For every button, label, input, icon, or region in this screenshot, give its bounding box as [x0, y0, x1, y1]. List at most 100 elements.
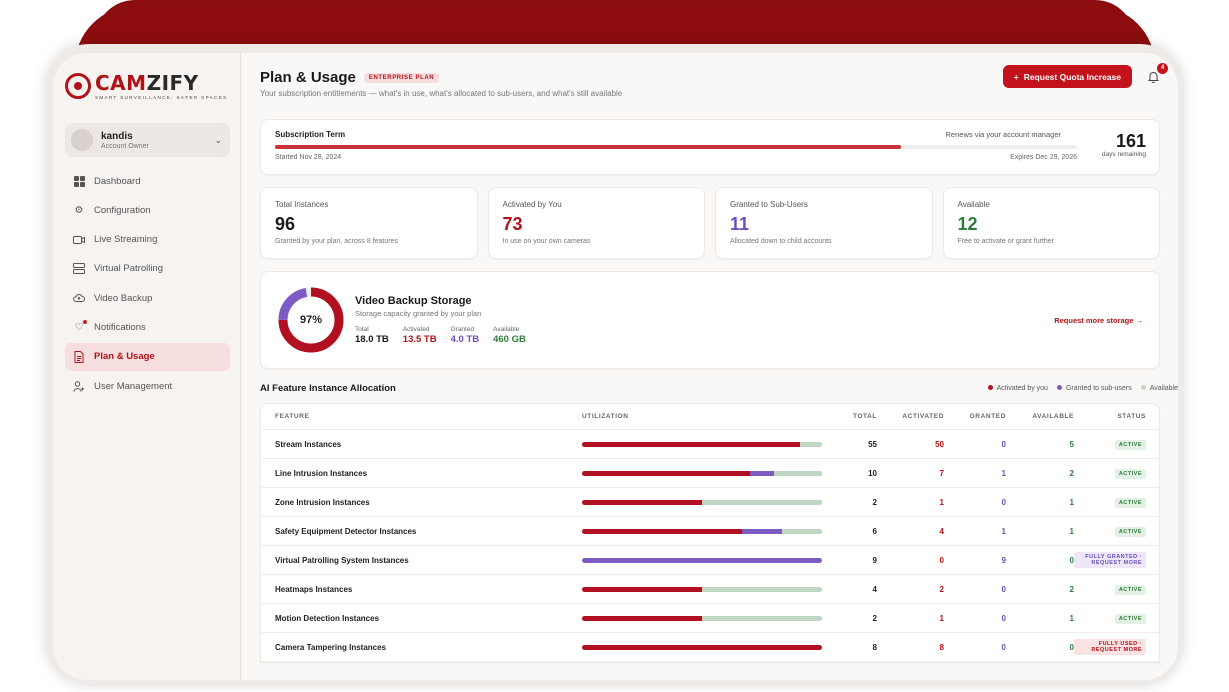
days-remaining-label: days remaining	[1101, 151, 1146, 158]
stat-label: Available	[957, 200, 990, 209]
table-row[interactable]: Motion Detection Instances 2 1 0 1 ACTIVE	[261, 604, 1159, 633]
utilization-cell	[582, 615, 822, 621]
sidebar-item-label: Plan & Usage	[94, 351, 155, 363]
utilization-granted-segment	[582, 557, 822, 563]
activated-value: 4	[939, 526, 944, 536]
sidebar-item-configuration[interactable]: ⚙ Configuration	[65, 196, 230, 224]
storage-metrics: Total 18.0 TB Activated 13.5 TB Granted …	[355, 326, 526, 345]
column-header-granted[interactable]: GRANTED	[969, 413, 1006, 420]
notifications-button[interactable]: 4	[1146, 62, 1168, 84]
status-badge: FULLY USED · REQUEST MORE	[1074, 639, 1146, 655]
total-value: 9	[872, 555, 877, 565]
granted-value: 1	[1001, 468, 1006, 478]
activated-value: 0	[939, 555, 944, 565]
storage-subtitle: Storage capacity granted by your plan	[355, 309, 482, 318]
sidebar-item-live-streaming[interactable]: Live Streaming	[65, 226, 230, 254]
allocation-title: AI Feature Instance Allocation	[260, 382, 396, 394]
device-frame: CAMZIFY SMART SURVEILLANCE, SAFER SPACES…	[47, 44, 1182, 684]
table-row[interactable]: Zone Intrusion Instances 2 1 0 1 ACTIVE	[261, 488, 1159, 517]
available-value: 2	[1069, 584, 1074, 594]
sidebar-item-notifications[interactable]: ♡ Notifications	[65, 313, 230, 341]
donut-activated-segment	[278, 287, 344, 353]
granted-value: 1	[1001, 526, 1006, 536]
column-header-activated[interactable]: ACTIVATED	[902, 413, 944, 420]
granted-value: 0	[1001, 642, 1006, 652]
utilization-bar	[582, 644, 822, 650]
stat-description: Granted by your plan, across 8 features	[275, 238, 398, 245]
table-row[interactable]: Safety Equipment Detector Instances 6 4 1 1 A…	[261, 517, 1159, 546]
allocation-header: AI Feature Instance Allocation Activated…	[260, 381, 1178, 395]
status-badge: FULLY GRANTED · REQUEST MORE	[1074, 552, 1146, 568]
feature-name: Motion Detection Instances	[275, 613, 380, 623]
brand-logo[interactable]: CAMZIFY SMART SURVEILLANCE, SAFER SPACES	[65, 69, 230, 103]
column-header-available[interactable]: AVAILABLE	[1032, 413, 1074, 420]
term-expiry-date: Expires Dec 29, 2026	[1010, 154, 1077, 161]
legend-item-activated: Activated by you	[987, 385, 1048, 392]
available-value: 0	[1069, 555, 1074, 565]
table-row[interactable]: Stream Instances 55 50 0 5 ACTIVE	[261, 430, 1159, 459]
days-remaining: 161 days remaining	[1102, 132, 1146, 158]
camera-logo-icon	[65, 73, 91, 99]
metric-value: 460 GB	[493, 334, 526, 345]
term-progress-fill	[275, 145, 901, 149]
sidebar-item-video-backup[interactable]: Video Backup	[65, 284, 230, 312]
utilization-cell	[582, 470, 822, 476]
table-row[interactable]: Virtual Patrolling System Instances 9 0 9 0 F…	[261, 546, 1159, 575]
status-badge: ACTIVE	[1114, 468, 1146, 479]
activated-value: 8	[939, 642, 944, 652]
sidebar-item-label: Notifications	[94, 321, 146, 333]
table-row[interactable]: Heatmaps Instances 4 2 0 2 ACTIVE	[261, 575, 1159, 604]
legend-item-granted: Granted to sub-users	[1056, 385, 1132, 392]
metric-label: Available	[493, 326, 520, 333]
term-progress-bar	[275, 145, 1077, 149]
column-header-status[interactable]: STATUS	[1117, 413, 1146, 420]
table-row[interactable]: Line Intrusion Instances 10 7 1 2 ACTIVE	[261, 459, 1159, 488]
status-badge: ACTIVE	[1114, 584, 1146, 595]
status-cell: ACTIVE	[1074, 497, 1146, 508]
feature-name: Stream Instances	[275, 439, 342, 449]
column-header-utilization[interactable]: UTILIZATION	[582, 413, 629, 420]
brand-name: CAMZIFY	[95, 70, 199, 95]
feature-name: Heatmaps Instances	[275, 584, 353, 594]
status-cell: ACTIVE	[1074, 439, 1146, 450]
available-value: 1	[1069, 613, 1074, 623]
available-value: 2	[1069, 468, 1074, 478]
app-window: CAMZIFY SMART SURVEILLANCE, SAFER SPACES…	[53, 53, 1178, 680]
available-value: 0	[1069, 642, 1074, 652]
column-header-feature[interactable]: FEATURE	[275, 413, 310, 420]
sidebar-item-plan-usage[interactable]: Plan & Usage	[65, 342, 230, 371]
storage-metric-total: Total 18.0 TB	[355, 326, 389, 345]
metric-label: Granted	[450, 326, 475, 333]
account-switcher[interactable]: kandis Account Owner ⌄	[65, 123, 230, 157]
stat-value: 96	[275, 214, 296, 234]
status-cell: ACTIVE	[1074, 613, 1146, 624]
utilization-bar	[582, 615, 822, 621]
status-cell: FULLY USED · REQUEST MORE	[1074, 639, 1146, 655]
sidebar-item-dashboard[interactable]: Dashboard	[65, 167, 230, 195]
server-icon	[73, 263, 85, 275]
table-header-row: FEATURE UTILIZATION TOTAL ACTIVATED GRAN…	[261, 404, 1159, 430]
bell-icon	[1147, 71, 1159, 83]
table-row[interactable]: Camera Tampering Instances 8 8 0 0 FULLY USED…	[261, 633, 1159, 662]
activated-value: 7	[939, 468, 944, 478]
metric-value: 18.0 TB	[355, 334, 389, 345]
available-value: 1	[1069, 497, 1074, 507]
feature-name: Line Intrusion Instances	[275, 468, 368, 478]
camera-icon	[73, 234, 85, 246]
stat-value: 73	[502, 214, 523, 234]
utilization-granted-segment	[750, 470, 774, 476]
request-quota-increase-button[interactable]: + Request Quota Increase	[1002, 65, 1132, 88]
request-more-storage-link[interactable]: Request more storage →	[1054, 316, 1143, 325]
stat-card-available: Available 12 Free to activate or grant f…	[942, 187, 1160, 259]
available-value: 5	[1069, 439, 1074, 449]
total-value: 10	[868, 468, 877, 478]
page-header: Plan & Usage ENTERPRISE PLAN Your subscr…	[260, 62, 1168, 107]
sidebar-item-label: Virtual Patrolling	[94, 263, 164, 275]
total-value: 2	[872, 613, 877, 623]
sidebar-item-user-management[interactable]: User Management	[65, 372, 230, 400]
account-name: kandis	[101, 130, 133, 142]
utilization-activated-segment	[582, 470, 750, 476]
column-header-total[interactable]: TOTAL	[852, 413, 877, 420]
sidebar-item-virtual-patrolling[interactable]: Virtual Patrolling	[65, 255, 230, 283]
